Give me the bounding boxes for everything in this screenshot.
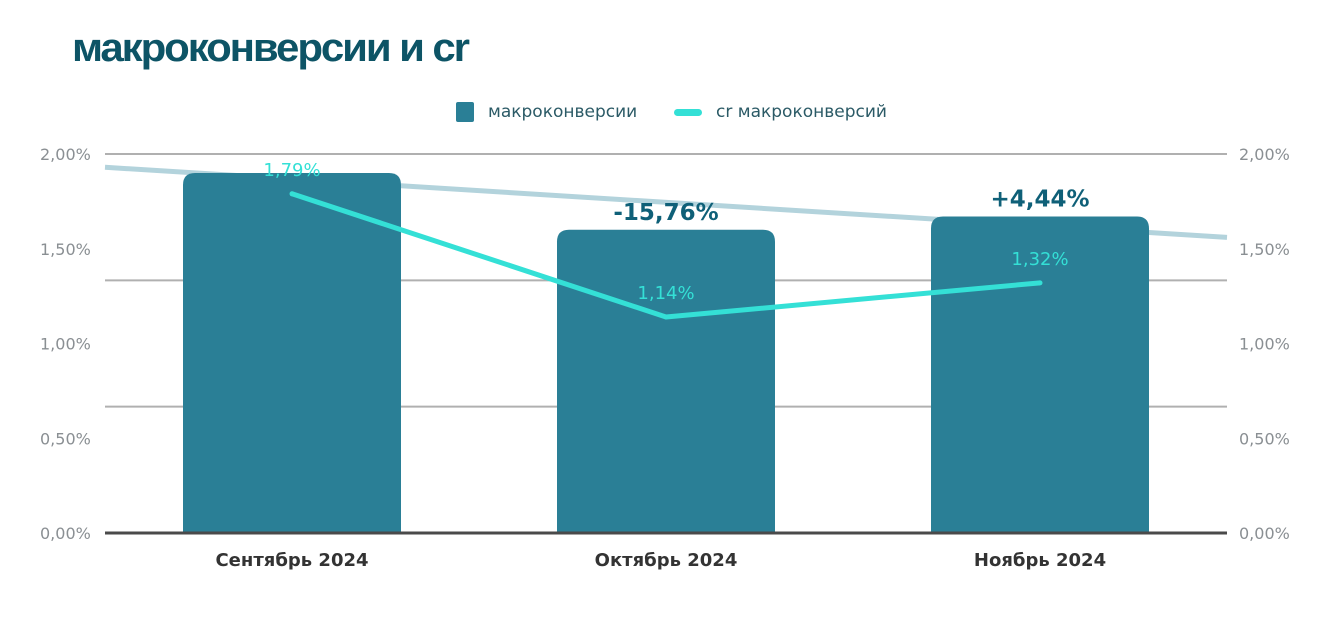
cr-point [289, 191, 295, 197]
cr-point [1037, 280, 1043, 286]
y-left-tick-label: 2,00% [40, 145, 91, 164]
cr-data-label: 1,79% [263, 160, 320, 181]
legend-label: cr макроконверсий [716, 102, 887, 122]
x-tick-label: Ноябрь 2024 [974, 550, 1106, 571]
legend-item-line: cr макроконверсий [674, 102, 887, 122]
x-tick-label: Сентябрь 2024 [215, 550, 368, 571]
bar [557, 229, 775, 534]
y-right-tick-label: 0,00% [1239, 524, 1290, 543]
legend-swatch-bar [456, 102, 474, 122]
cr-point [663, 314, 669, 320]
y-left-tick-label: 0,00% [40, 524, 91, 543]
y-left-tick-label: 1,00% [40, 335, 91, 354]
chart-title: макроконверсии и cr [72, 26, 470, 70]
cr-data-label: 1,14% [637, 283, 694, 304]
legend-item-bars: макроконверсии [456, 102, 637, 122]
x-tick-label: Октябрь 2024 [595, 550, 738, 571]
cr-data-label: 1,32% [1011, 249, 1068, 270]
legend-label: макроконверсии [488, 102, 638, 122]
y-left-tick-label: 0,50% [40, 429, 91, 448]
bar [931, 216, 1149, 533]
y-right-tick-label: 0,50% [1239, 429, 1290, 448]
legend-swatch-line [674, 108, 702, 116]
y-right-tick-label: 2,00% [1239, 145, 1290, 164]
y-left-tick-label: 1,50% [40, 240, 91, 259]
y-right-tick-label: 1,00% [1239, 335, 1290, 354]
bar-change-label: -15,76% [613, 200, 718, 226]
y-right-tick-label: 1,50% [1239, 240, 1290, 259]
bar-change-label: +4,44% [990, 187, 1089, 213]
bar [183, 172, 401, 533]
